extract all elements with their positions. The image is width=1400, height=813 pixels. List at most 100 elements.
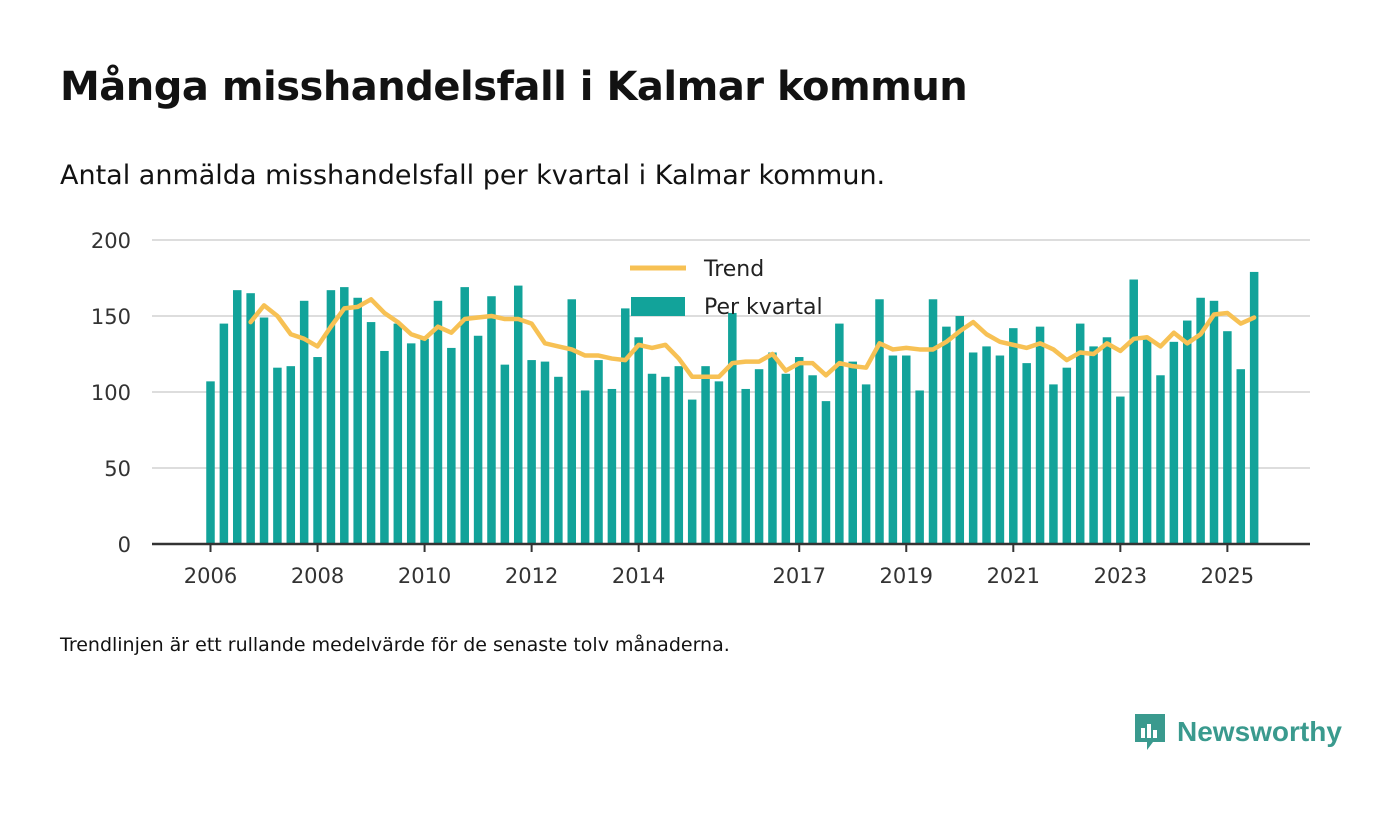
bar <box>219 323 229 544</box>
bar-chart: 0 50 100 150 200 2006 2008 2010 2012 2014 2017 201… <box>91 229 1310 588</box>
bar <box>1209 300 1219 544</box>
bar <box>366 322 376 544</box>
bar <box>460 287 469 544</box>
bar <box>233 290 242 544</box>
bar <box>487 296 496 544</box>
bar <box>754 369 764 544</box>
bar <box>982 346 991 544</box>
y-tick-label: 150 <box>91 305 131 329</box>
x-tick-label: 2006 <box>184 564 237 588</box>
bar <box>1223 331 1232 544</box>
bar <box>1075 323 1085 544</box>
bar <box>393 323 403 544</box>
bar <box>567 299 577 544</box>
bar <box>340 287 349 544</box>
bar <box>380 350 389 544</box>
bar <box>406 343 416 544</box>
bar <box>835 323 844 544</box>
x-tick-label: 2010 <box>398 564 451 588</box>
bar <box>861 384 871 544</box>
bar <box>540 361 550 544</box>
bar <box>447 347 456 544</box>
bar <box>1062 367 1072 544</box>
bar <box>1182 320 1192 544</box>
bar <box>594 360 603 544</box>
brand-name: Newsworthy <box>1177 716 1342 747</box>
x-axis-ticks: 2006 2008 2010 2012 2014 2017 2019 2021 2023 2025 <box>184 544 1254 588</box>
bar <box>647 373 657 544</box>
bar <box>299 300 309 544</box>
bar <box>888 355 898 544</box>
bar <box>259 317 269 544</box>
bar <box>513 285 523 544</box>
bar <box>1102 337 1112 544</box>
bar <box>1142 338 1152 544</box>
bar <box>634 337 643 544</box>
legend-bar-swatch <box>631 297 685 316</box>
bar <box>928 299 938 544</box>
bar <box>1156 375 1165 544</box>
chart-subtitle: Antal anmälda misshandelsfall per kvarta… <box>60 160 886 191</box>
x-tick-label: 2012 <box>505 564 558 588</box>
bar <box>942 326 951 544</box>
y-axis-ticks: 0 50 100 150 200 <box>91 229 131 557</box>
legend-trend-label: Trend <box>703 257 764 282</box>
bar <box>286 366 296 544</box>
bar <box>781 373 791 544</box>
footnote: Trendlinjen är ett rullande medelvärde f… <box>60 634 730 656</box>
bar <box>701 366 710 544</box>
bar <box>500 364 510 544</box>
bar <box>273 367 282 544</box>
x-tick-label: 2008 <box>291 564 344 588</box>
bar <box>821 401 831 544</box>
bar <box>607 388 617 544</box>
y-tick-label: 50 <box>104 457 131 481</box>
legend: Trend Per kvartal <box>630 257 823 320</box>
bar <box>420 338 429 544</box>
bar <box>902 355 911 544</box>
bar <box>995 355 1005 544</box>
newsworthy-logo[interactable]: Newsworthy <box>1133 710 1342 754</box>
x-tick-label: 2017 <box>772 564 825 588</box>
x-tick-label: 2019 <box>880 564 933 588</box>
bar <box>728 312 737 544</box>
bar <box>875 299 884 544</box>
bar <box>955 316 965 544</box>
bar <box>1129 279 1138 544</box>
bar <box>1089 346 1098 544</box>
bar <box>848 361 857 544</box>
bar <box>1022 363 1031 544</box>
bar <box>915 390 924 544</box>
bar <box>794 357 804 544</box>
bar <box>1116 396 1125 544</box>
x-tick-label: 2021 <box>987 564 1040 588</box>
bar <box>661 376 670 544</box>
x-tick-label: 2014 <box>612 564 665 588</box>
x-tick-label: 2025 <box>1201 564 1254 588</box>
bar <box>768 352 777 544</box>
bar <box>246 293 255 544</box>
bar <box>1009 328 1018 544</box>
bar <box>621 308 630 544</box>
bar <box>1249 271 1259 544</box>
bar <box>1035 326 1045 544</box>
bar <box>206 381 215 544</box>
bar <box>326 290 336 544</box>
bar <box>554 376 563 544</box>
x-tick-label: 2023 <box>1094 564 1147 588</box>
y-tick-label: 200 <box>91 229 131 253</box>
bar <box>433 300 443 544</box>
bar <box>313 357 322 544</box>
trend-line <box>248 297 1257 380</box>
newsworthy-logo-icon <box>1135 714 1165 750</box>
legend-bar-label: Per kvartal <box>704 295 823 320</box>
bar <box>1236 369 1246 544</box>
bar <box>674 366 684 544</box>
bar <box>527 360 536 544</box>
bar <box>687 399 697 544</box>
y-tick-label: 0 <box>118 533 131 557</box>
bars-per-kvartal <box>206 271 1259 544</box>
bar <box>808 375 817 544</box>
bar <box>1169 341 1179 544</box>
trend-polyline <box>248 297 1257 380</box>
